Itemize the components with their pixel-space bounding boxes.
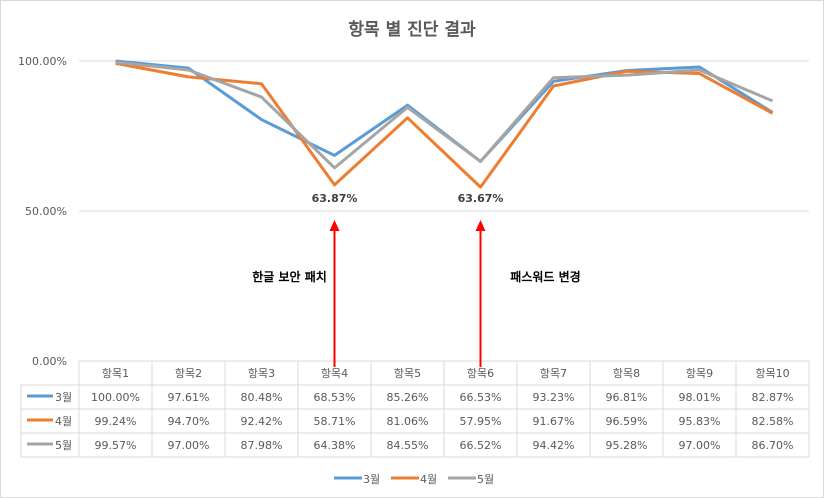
table-cell: 82.87% — [752, 391, 794, 404]
table-cell: 58.71% — [314, 415, 356, 428]
annotation-label: 패스워드 변경 — [510, 269, 580, 284]
series-label: 5월 — [55, 439, 72, 452]
chart-title: 항목 별 진단 결과 — [348, 19, 476, 40]
annotation-value: 63.67% — [458, 192, 504, 205]
table-cell: 98.01% — [679, 391, 721, 404]
category-label: 항목6 — [467, 367, 494, 380]
category-label: 항목7 — [540, 367, 567, 380]
table-cell: 94.70% — [168, 415, 210, 428]
legend-label: 4월 — [420, 473, 437, 486]
table-cell: 81.06% — [387, 415, 429, 428]
table-cell: 84.55% — [387, 439, 429, 452]
annotation-value: 63.87% — [312, 192, 358, 205]
series-line-4월 — [115, 61, 774, 189]
table-cell: 91.67% — [533, 415, 575, 428]
table-cell: 94.42% — [533, 439, 575, 452]
table-cell: 96.81% — [606, 391, 648, 404]
series-line-5월 — [115, 60, 774, 170]
table-cell: 82.58% — [752, 415, 794, 428]
table-cell: 64.38% — [314, 439, 356, 452]
table-cell: 85.26% — [387, 391, 429, 404]
legend-label: 5월 — [477, 473, 494, 486]
arrow-head-icon — [329, 220, 340, 231]
table-cell: 99.57% — [95, 439, 137, 452]
table-cell: 95.83% — [679, 415, 721, 428]
table-cell: 57.95% — [460, 415, 502, 428]
category-label: 항목10 — [755, 367, 789, 380]
table-cell: 66.53% — [460, 391, 502, 404]
table-cell: 97.61% — [168, 391, 210, 404]
table-cell: 93.23% — [533, 391, 575, 404]
legend-label: 3월 — [363, 473, 380, 486]
category-label: 항목9 — [686, 367, 713, 380]
category-label: 항목8 — [613, 367, 640, 380]
table-cell: 99.24% — [95, 415, 137, 428]
y-tick-label: 0.00% — [32, 355, 67, 368]
category-label: 항목1 — [102, 367, 129, 380]
category-label: 항목3 — [248, 367, 275, 380]
category-label: 항목2 — [175, 367, 202, 380]
table-cell: 86.70% — [752, 439, 794, 452]
category-label: 항목5 — [394, 367, 421, 380]
table-cell: 66.52% — [460, 439, 502, 452]
y-tick-label: 100.00% — [18, 55, 67, 68]
series-line-3월 — [115, 59, 774, 163]
table-cell: 92.42% — [241, 415, 283, 428]
series-label: 4월 — [55, 415, 72, 428]
category-label: 항목4 — [321, 367, 348, 380]
table-cell: 87.98% — [241, 439, 283, 452]
table-cell: 95.28% — [606, 439, 648, 452]
table-cell: 96.59% — [606, 415, 648, 428]
annotation-label: 한글 보안 패치 — [252, 269, 327, 284]
series-label: 3월 — [55, 391, 72, 404]
arrow-head-icon — [475, 220, 486, 231]
table-cell: 97.00% — [679, 439, 721, 452]
y-tick-label: 50.00% — [25, 205, 67, 218]
table-cell: 100.00% — [91, 391, 140, 404]
table-cell: 97.00% — [168, 439, 210, 452]
table-cell: 80.48% — [241, 391, 283, 404]
table-cell: 68.53% — [314, 391, 356, 404]
